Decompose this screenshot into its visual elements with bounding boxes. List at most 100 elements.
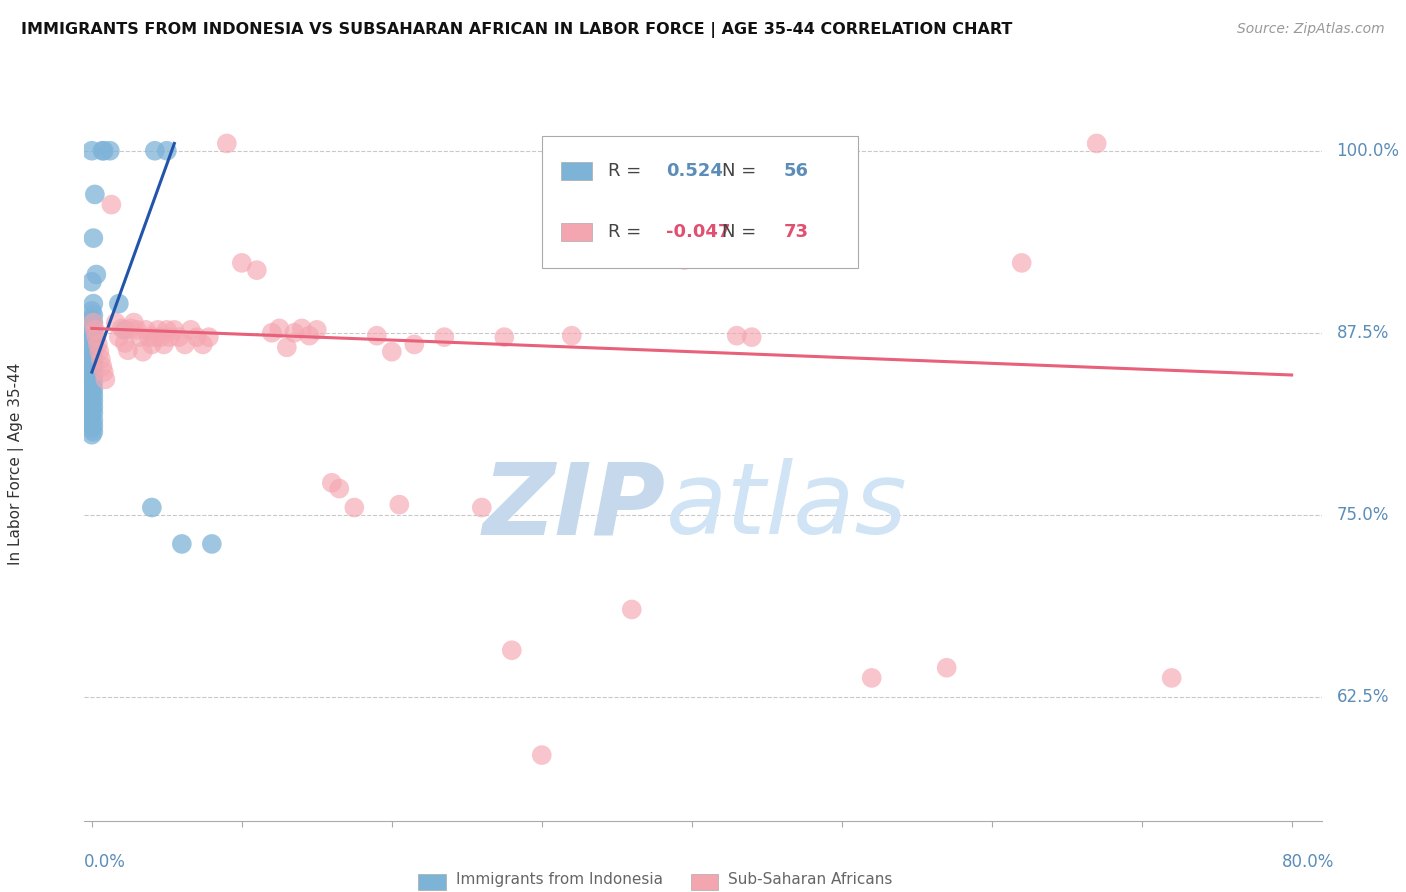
Point <box>198 330 221 344</box>
Point <box>935 661 957 675</box>
Point <box>80 339 103 353</box>
Point <box>80 359 103 374</box>
Point <box>138 330 160 344</box>
Point <box>80 353 103 368</box>
Point <box>291 321 314 335</box>
Point <box>104 316 127 330</box>
Point <box>260 326 283 340</box>
Point <box>86 268 108 282</box>
Point <box>673 252 696 267</box>
Text: 0.0%: 0.0% <box>84 853 127 871</box>
Text: 87.5%: 87.5% <box>1337 324 1389 342</box>
Point <box>404 337 426 351</box>
Point <box>163 323 186 337</box>
Point <box>82 364 104 378</box>
Point <box>82 376 104 390</box>
Point <box>100 197 122 211</box>
Text: Immigrants from Indonesia: Immigrants from Indonesia <box>456 871 662 887</box>
Point <box>82 231 104 245</box>
Text: -0.047: -0.047 <box>666 223 730 241</box>
Point <box>153 337 176 351</box>
FancyBboxPatch shape <box>561 223 592 241</box>
Point <box>80 326 103 340</box>
FancyBboxPatch shape <box>419 874 446 890</box>
Point <box>120 321 142 335</box>
Point <box>82 400 104 414</box>
Point <box>91 359 114 374</box>
Text: 0.524: 0.524 <box>666 162 723 180</box>
Text: R =: R = <box>607 162 647 180</box>
Point <box>725 328 748 343</box>
Point <box>83 323 105 337</box>
Point <box>82 328 104 343</box>
Point <box>82 308 104 322</box>
Point <box>114 335 136 350</box>
Text: 75.0%: 75.0% <box>1337 506 1389 524</box>
Point <box>82 351 104 365</box>
Point <box>80 275 103 289</box>
Point <box>93 144 115 158</box>
Point <box>530 748 553 763</box>
Point <box>159 330 181 344</box>
Point <box>80 422 103 436</box>
Point <box>114 323 136 337</box>
Text: ZIP: ZIP <box>482 458 666 555</box>
Point <box>501 643 523 657</box>
Point <box>82 369 104 384</box>
FancyBboxPatch shape <box>690 874 718 890</box>
Point <box>94 372 117 386</box>
Text: R =: R = <box>607 223 647 241</box>
Point <box>90 351 112 366</box>
Point <box>1160 671 1182 685</box>
Point <box>82 406 104 420</box>
Point <box>125 323 148 337</box>
Point <box>141 337 163 351</box>
Point <box>80 367 103 381</box>
Point <box>561 328 583 343</box>
Point <box>167 330 190 344</box>
Text: 62.5%: 62.5% <box>1337 688 1389 706</box>
Point <box>80 312 103 326</box>
Point <box>82 335 104 350</box>
Point <box>122 316 145 330</box>
Point <box>80 379 103 393</box>
Point <box>143 144 166 158</box>
Point <box>276 340 298 354</box>
Point <box>117 343 139 358</box>
Point <box>1085 136 1108 151</box>
Point <box>170 537 193 551</box>
Point <box>80 409 103 423</box>
Point <box>80 304 103 318</box>
Point <box>93 365 115 379</box>
Text: N =: N = <box>721 162 762 180</box>
Point <box>180 323 202 337</box>
Point <box>305 323 328 337</box>
Text: 80.0%: 80.0% <box>1282 853 1334 871</box>
Point <box>89 344 111 359</box>
Point <box>283 326 305 340</box>
Point <box>231 256 253 270</box>
Point <box>146 323 169 337</box>
Point <box>82 413 104 427</box>
Point <box>191 337 214 351</box>
FancyBboxPatch shape <box>561 162 592 180</box>
Point <box>83 187 105 202</box>
Point <box>696 212 718 227</box>
Point <box>321 475 343 490</box>
Point <box>108 296 131 310</box>
Point <box>246 263 269 277</box>
Point <box>786 209 808 223</box>
Point <box>128 330 150 344</box>
Point <box>1011 256 1033 270</box>
Point <box>741 330 763 344</box>
Point <box>87 337 110 351</box>
Point <box>82 419 104 434</box>
Text: 56: 56 <box>783 162 808 180</box>
Point <box>82 388 104 402</box>
Point <box>98 144 121 158</box>
Point <box>82 296 104 310</box>
Text: 100.0%: 100.0% <box>1337 142 1399 160</box>
Text: atlas: atlas <box>666 458 907 555</box>
Point <box>80 372 103 386</box>
Point <box>80 332 103 346</box>
